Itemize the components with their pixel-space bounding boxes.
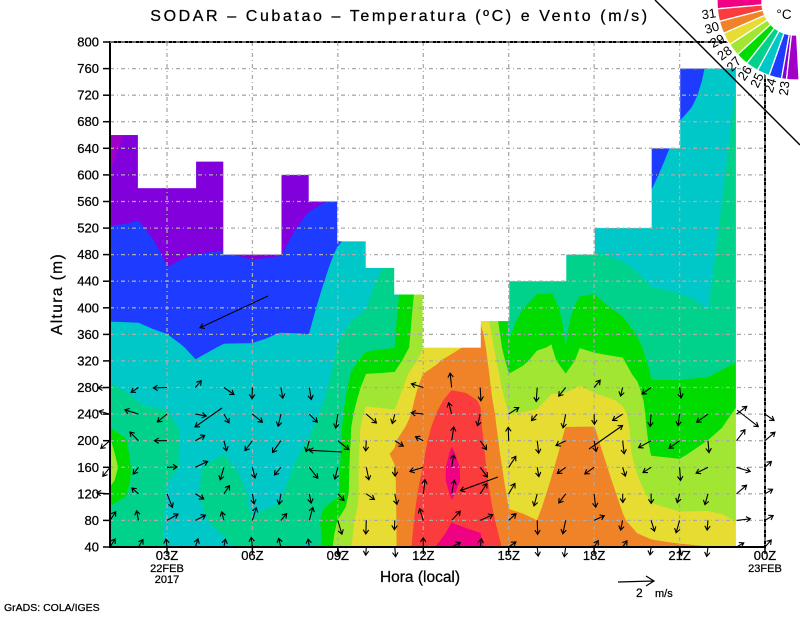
- svg-text:GrADS: COLA/IGES: GrADS: COLA/IGES: [4, 602, 100, 614]
- svg-text:00Z: 00Z: [754, 548, 776, 563]
- svg-text:800: 800: [77, 35, 99, 50]
- svg-text:280: 280: [77, 380, 99, 395]
- svg-text:2: 2: [636, 586, 643, 600]
- svg-text:720: 720: [77, 88, 99, 103]
- svg-text:240: 240: [77, 407, 99, 422]
- svg-text:80: 80: [85, 513, 99, 528]
- svg-text:200: 200: [77, 433, 99, 448]
- svg-text:360: 360: [77, 327, 99, 342]
- svg-text:640: 640: [77, 141, 99, 156]
- svg-text:760: 760: [77, 61, 99, 76]
- svg-text:520: 520: [77, 221, 99, 236]
- svg-text:18Z: 18Z: [583, 548, 605, 563]
- svg-text:40: 40: [85, 540, 99, 555]
- svg-text:23: 23: [776, 80, 793, 96]
- svg-text:21Z: 21Z: [668, 548, 690, 563]
- svg-text:°C: °C: [776, 7, 791, 22]
- svg-text:600: 600: [77, 167, 99, 182]
- svg-text:22FEB: 22FEB: [150, 563, 184, 575]
- svg-text:680: 680: [77, 114, 99, 129]
- svg-text:09Z: 09Z: [327, 548, 349, 563]
- svg-text:29: 29: [707, 31, 727, 51]
- svg-text:24: 24: [761, 76, 779, 94]
- svg-text:480: 480: [77, 247, 99, 262]
- svg-text:2017: 2017: [155, 574, 179, 586]
- svg-text:440: 440: [77, 274, 99, 289]
- svg-text:160: 160: [77, 460, 99, 475]
- svg-text:Hora (local): Hora (local): [380, 569, 460, 586]
- svg-text:120: 120: [77, 486, 99, 501]
- svg-text:m/s: m/s: [655, 588, 673, 600]
- svg-text:06Z: 06Z: [241, 548, 263, 563]
- svg-text:400: 400: [77, 300, 99, 315]
- svg-text:30: 30: [703, 18, 721, 37]
- svg-text:26: 26: [734, 63, 755, 83]
- svg-text:25: 25: [747, 71, 767, 90]
- svg-text:31: 31: [701, 5, 718, 22]
- svg-text:23FEB: 23FEB: [748, 563, 782, 575]
- svg-text:320: 320: [77, 353, 99, 368]
- svg-text:560: 560: [77, 194, 99, 209]
- svg-text:03Z: 03Z: [156, 548, 178, 563]
- svg-text:SODAR – Cubatao – Temperatura: SODAR – Cubatao – Temperatura (ºC) e Ven…: [150, 8, 649, 25]
- svg-text:28: 28: [714, 43, 735, 64]
- svg-text:12Z: 12Z: [412, 548, 434, 563]
- svg-text:15Z: 15Z: [497, 548, 519, 563]
- svg-text:Altura (m): Altura (m): [49, 253, 66, 335]
